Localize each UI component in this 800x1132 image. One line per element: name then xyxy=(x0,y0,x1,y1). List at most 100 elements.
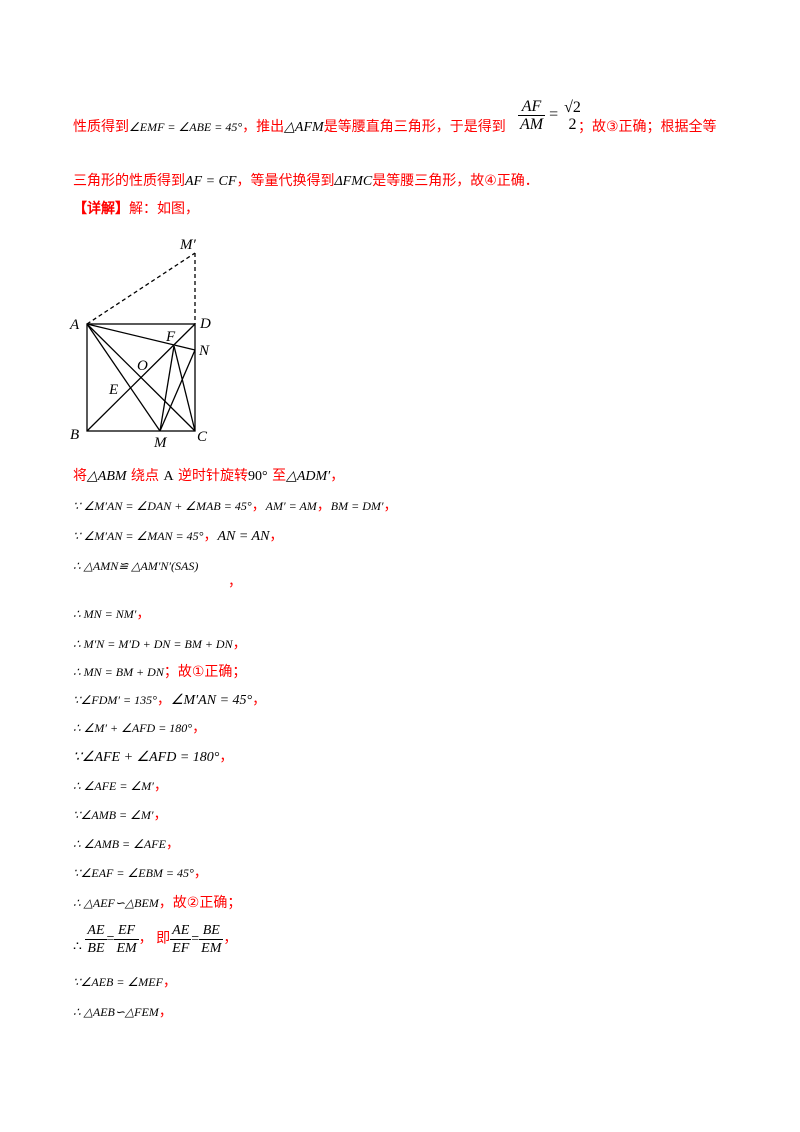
square-abcd xyxy=(86,323,196,432)
math-expr: BM = DM′ xyxy=(330,499,384,513)
intro-text: ，推出 xyxy=(242,119,285,135)
equals: = xyxy=(549,106,559,124)
proof-step: 将△ABM 绕点 A 逆时针旋转90° 至△ADM′， xyxy=(73,467,344,486)
annotation-text: ， xyxy=(232,636,247,652)
trailing-comma: ， xyxy=(228,574,242,590)
segment-fc xyxy=(173,345,196,432)
fraction-be-em: BE EM xyxy=(199,923,224,956)
math-expr: ∴ ∠AFE = ∠M′ xyxy=(73,779,154,793)
equals: = xyxy=(191,931,200,947)
detail-text: 解：如图， xyxy=(129,201,199,217)
math-expr: ∵∠EAF = ∠EBM = 45° xyxy=(73,866,194,880)
label-n: N xyxy=(198,343,210,359)
annotation-text: 逆时针旋转 xyxy=(173,468,249,484)
math-expr: △ADM′ xyxy=(286,469,331,484)
annotation-text: ， xyxy=(136,606,151,622)
math-expr: ∴ ∠AMB = ∠AFE xyxy=(73,837,166,851)
annotation-text: ， xyxy=(192,720,207,736)
label-o: O xyxy=(137,358,148,374)
annotation-text: ， xyxy=(269,528,284,544)
annotation-text: ， xyxy=(153,807,168,823)
intro-line-1-tail: ；故③正确；根据全等 xyxy=(578,118,717,136)
annotation-text: ， xyxy=(251,498,266,514)
label-m: M xyxy=(153,435,168,451)
namely-text: 即 xyxy=(156,930,171,947)
proof-step: ∵∠EAF = ∠EBM = 45°， xyxy=(73,864,208,883)
fraction: AF AM xyxy=(518,98,546,133)
math-expr: ∵∠AFE + ∠AFD = 180° xyxy=(73,750,220,765)
fraction-ae-be: AE BE xyxy=(85,923,107,956)
annotation-text: ， xyxy=(252,692,267,708)
annotation-text: ， xyxy=(162,974,177,990)
proof-step: ∴ ∠M′ + ∠AFD = 180°， xyxy=(73,719,206,738)
equals: = xyxy=(106,931,115,947)
geometry-diagram: A B C D M N F O E M′ xyxy=(69,237,211,451)
therefore-symbol: ∴ xyxy=(73,939,82,955)
math-expr: ∵ ∠M′AN = ∠MAN = 45° xyxy=(73,529,204,543)
math-expr: ∴ ∠M′ + ∠AFD = 180° xyxy=(73,721,193,735)
label-a: A xyxy=(69,317,80,333)
math-expr: ∴ MN = BM + DN xyxy=(73,665,164,679)
proof-step: ∵∠AFE + ∠AFD = 180°， xyxy=(73,748,233,767)
proof-step: ∴ MN = NM′， xyxy=(73,605,150,624)
intro-text: 性质得到 xyxy=(73,119,129,135)
math-expr: △ABM xyxy=(87,469,127,484)
annotation-text: ，故②正确； xyxy=(158,895,242,911)
label-e: E xyxy=(108,382,118,398)
intro-text: 三角形的性质得到 xyxy=(73,173,185,189)
proof-step: ∴ △AMN≌ △AM′N′(SAS) ， xyxy=(73,557,242,590)
proof-step: ∴ ∠AFE = ∠M′， xyxy=(73,777,168,796)
annotation-text: ， xyxy=(316,498,331,514)
annotation-text: 将 xyxy=(73,468,87,484)
annotation-text: ， xyxy=(158,1004,173,1020)
segment-mn xyxy=(159,349,196,432)
proof-step: ∵∠FDM′ = 135°，∠M′AN = 45°， xyxy=(73,691,266,710)
detail-heading: 【详解】解：如图， xyxy=(73,200,199,218)
fraction-af-am: AF AM = √2 2 xyxy=(518,98,583,133)
math-expr: AM′ = AM xyxy=(265,499,317,513)
segment-am xyxy=(86,323,161,432)
annotation-text: ， xyxy=(219,749,234,765)
label-c: C xyxy=(197,429,208,445)
proof-step: ∵ ∠M′AN = ∠DAN + ∠MAB = 45°，AM′ = AM，BM … xyxy=(73,497,398,516)
detail-bracket-label: 【详解】 xyxy=(73,201,129,217)
proof-step: ∵ ∠M′AN = ∠MAN = 45°，AN = AN， xyxy=(73,527,283,546)
proof-step: ∴ M′N = M′D + DN = BM + DN， xyxy=(73,635,247,654)
annotation-text: ， xyxy=(165,836,180,852)
math-expr: ∴ △AMN≌ △AM′N′(SAS) xyxy=(73,559,199,573)
annotation-text: 绕点 xyxy=(126,468,164,484)
intro-text: 是等腰直角三角形，于是得到 xyxy=(323,119,506,135)
math-expr: A xyxy=(163,469,174,484)
math-expr: ∴ MN = NM′ xyxy=(73,607,137,621)
segment-fm xyxy=(159,345,175,432)
math-expr: 90° xyxy=(248,469,268,484)
fraction-sqrt2-over-2: √2 2 xyxy=(562,99,583,133)
intro-text: ；故③正确；根据全等 xyxy=(578,119,717,135)
proof-step: ∵∠AEB = ∠MEF， xyxy=(73,973,177,992)
proof-step: ∵∠AMB = ∠M′， xyxy=(73,806,168,825)
label-m-prime: M′ xyxy=(179,237,196,253)
math-expr: ∵∠FDM′ = 135° xyxy=(73,693,157,707)
math-expr: ∴ M′N = M′D + DN = BM + DN xyxy=(73,637,233,651)
annotation-text: ， xyxy=(330,468,345,484)
annotation-text: 至 xyxy=(267,468,287,484)
math-expr: ∠EMF = ∠ABE = 45° xyxy=(129,120,243,134)
math-expr: ∵ ∠M′AN = ∠DAN + ∠MAB = 45° xyxy=(73,499,252,513)
math-expr: △AFM xyxy=(284,120,324,135)
annotation-text: ；故①正确； xyxy=(163,664,247,680)
fraction-ae-ef: AE EF xyxy=(170,923,192,956)
intro-text: ，等量代换得到 xyxy=(236,173,335,189)
annotation-text: ， xyxy=(193,865,208,881)
label-f: F xyxy=(165,329,176,345)
label-b: B xyxy=(70,427,79,443)
comma: ， xyxy=(138,930,153,947)
annotation-text: ， xyxy=(383,498,398,514)
annotation-text: ， xyxy=(203,528,218,544)
segment-an xyxy=(86,323,196,351)
proof-step: ∴ MN = BM + DN；故①正确； xyxy=(73,663,246,682)
math-expr: AF = CF xyxy=(185,174,237,189)
intro-text: 是等腰三角形，故④正确． xyxy=(372,173,539,189)
intro-line-2: 三角形的性质得到AF = CF，等量代换得到ΔFMC是等腰三角形，故④正确． xyxy=(73,172,539,191)
math-expr: ∵∠AEB = ∠MEF xyxy=(73,975,163,989)
fraction-ef-em: EF EM xyxy=(114,923,139,956)
